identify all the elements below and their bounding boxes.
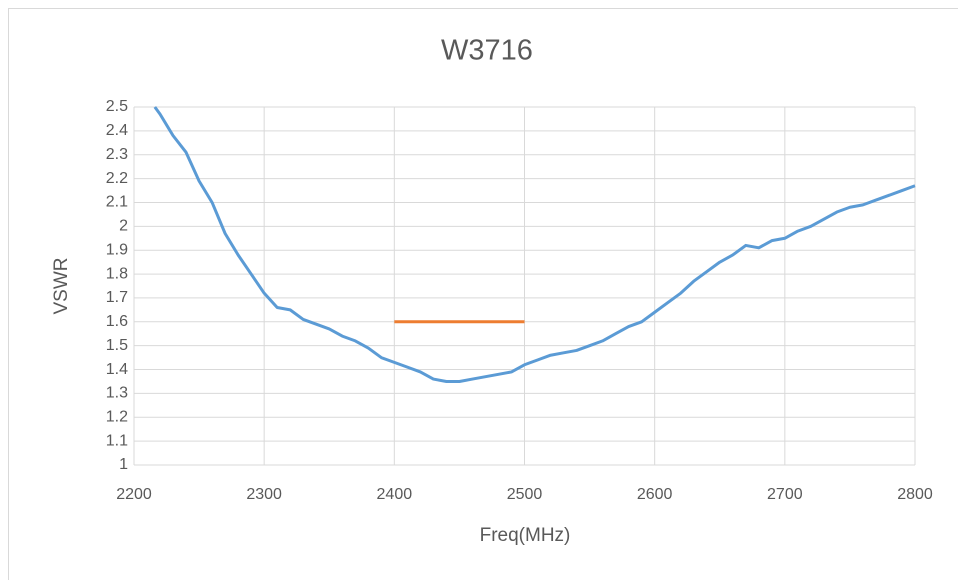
data-line [153,106,916,383]
y-tick-label: 2.2 [106,170,128,187]
x-tick-label: 2300 [246,486,282,503]
y-tick-label: 2 [119,218,128,235]
plot-area [153,106,916,383]
chart-title: W3716 [441,35,533,67]
x-axis-label: Freq(MHz) [480,525,571,546]
y-tick-label: 2.4 [106,122,128,139]
y-tick-label: 2.1 [106,194,128,211]
x-tick-label: 2800 [897,486,933,503]
y-tick-label: 1.7 [106,289,128,306]
y-tick-label: 1.9 [106,241,128,258]
y-tick-label: 1.3 [106,385,128,402]
x-tick-label: 2700 [767,486,803,503]
y-tick-label: 1.1 [106,432,128,449]
x-tick-label: 2600 [637,486,673,503]
y-tick-label: 1.2 [106,408,128,425]
x-tick-label: 2200 [116,486,152,503]
y-tick-label: 1 [119,456,128,473]
y-tick-label: 1.4 [106,361,128,378]
y-tick-label: 2.5 [106,98,128,115]
chart-frame [8,8,958,580]
y-axis-label: VSWR [51,258,72,315]
y-tick-label: 2.3 [106,146,128,163]
y-tick-label: 1.6 [106,313,128,330]
y-tick-label: 1.8 [106,265,128,282]
x-tick-label: 2500 [507,486,543,503]
y-tick-label: 1.5 [106,337,128,354]
x-tick-label: 2400 [377,486,413,503]
